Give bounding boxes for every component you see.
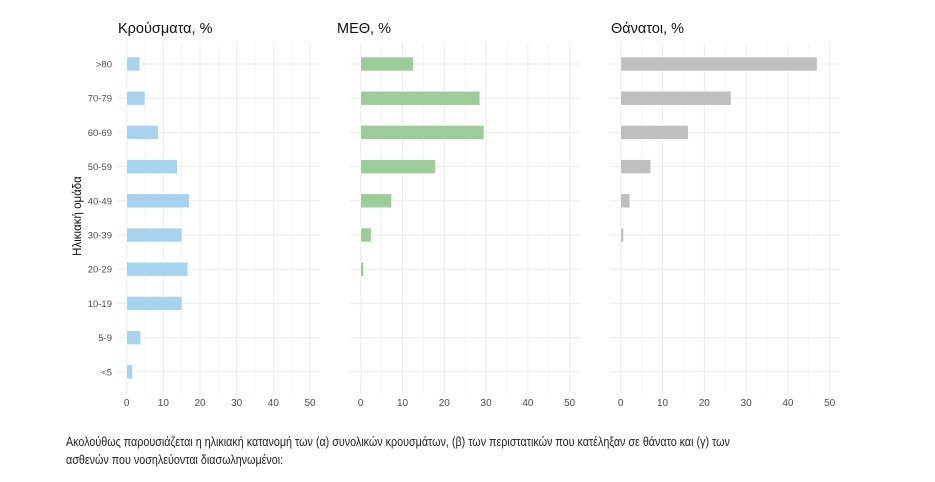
bar-icu-1: [360, 90, 481, 106]
y-tick-label: 60-69: [88, 128, 112, 139]
y-axis-label: Ηλικιακή ομάδα: [72, 176, 84, 256]
bar-cases-1: [126, 90, 146, 106]
bar-cases-8: [126, 330, 141, 345]
bar-cases-5: [126, 227, 183, 243]
x-tick-label: 20: [439, 398, 451, 409]
bar-cases-4: [126, 193, 190, 209]
bar-icu-5: [360, 227, 372, 243]
y-tick-label: 40-49: [88, 196, 112, 207]
bar-cases-2: [126, 125, 159, 140]
x-tick-label: 10: [657, 398, 669, 409]
x-tick-label: 50: [304, 398, 316, 409]
bar-deaths-2: [620, 125, 689, 140]
x-tick-label: 40: [268, 398, 280, 409]
bar-icu-4: [360, 193, 392, 209]
bar-icu-6: [360, 261, 364, 277]
bar-icu-3: [360, 159, 436, 174]
panel-title: ΜΕΘ, %: [337, 21, 391, 37]
x-tick-label: 20: [194, 398, 206, 409]
y-tick-label: 70-79: [88, 94, 112, 105]
x-tick-label: 30: [231, 398, 243, 409]
x-tick-label: 0: [358, 398, 364, 409]
bar-deaths-3: [620, 159, 652, 174]
x-tick-label: 40: [782, 398, 794, 409]
x-tick-label: 30: [481, 398, 493, 409]
bar-cases-0: [126, 56, 141, 72]
bar-icu-0: [360, 56, 414, 72]
panel-title: Θάνατοι, %: [611, 21, 684, 37]
bar-deaths-1: [620, 90, 732, 106]
x-tick-label: 40: [522, 398, 534, 409]
x-tick-label: 10: [397, 398, 409, 409]
bar-icu-2: [360, 125, 485, 140]
x-tick-label: 50: [564, 398, 576, 409]
x-tick-label: 50: [824, 398, 836, 409]
x-tick-label: 10: [158, 398, 170, 409]
bar-icu-9: [360, 364, 362, 380]
bar-deaths-6: [620, 261, 622, 277]
bar-cases-3: [126, 159, 178, 174]
bar-deaths-0: [620, 56, 818, 72]
y-tick-label: 50-59: [88, 162, 112, 173]
bar-cases-6: [126, 261, 189, 277]
y-tick-label: 20-29: [88, 265, 112, 276]
y-tick-label: <5: [101, 367, 112, 378]
y-tick-label: 5-9: [98, 333, 112, 344]
x-tick-label: 0: [124, 398, 130, 409]
bar-deaths-4: [620, 193, 631, 209]
x-tick-label: 0: [618, 398, 624, 409]
age-distribution-chart: 0 10 20 30 40 50 Κρούσματα, % 0 10 20 30 40 50 ΜΕΘ, %…: [72, 21, 840, 409]
caption-text: Ακολούθως παρουσιάζεται η ηλικιακή καταν…: [66, 435, 730, 467]
y-tick-label: >80: [96, 60, 112, 71]
bar-icu-7: [360, 296, 362, 311]
y-tick-label: 10-19: [88, 299, 112, 310]
x-tick-label: 30: [741, 398, 753, 409]
panel-title: Κρούσματα, %: [118, 21, 213, 37]
bar-cases-7: [126, 296, 183, 311]
bar-deaths-5: [620, 227, 624, 243]
x-tick-label: 20: [699, 398, 711, 409]
y-tick-label: 30-39: [88, 231, 112, 242]
bar-cases-9: [126, 364, 133, 380]
